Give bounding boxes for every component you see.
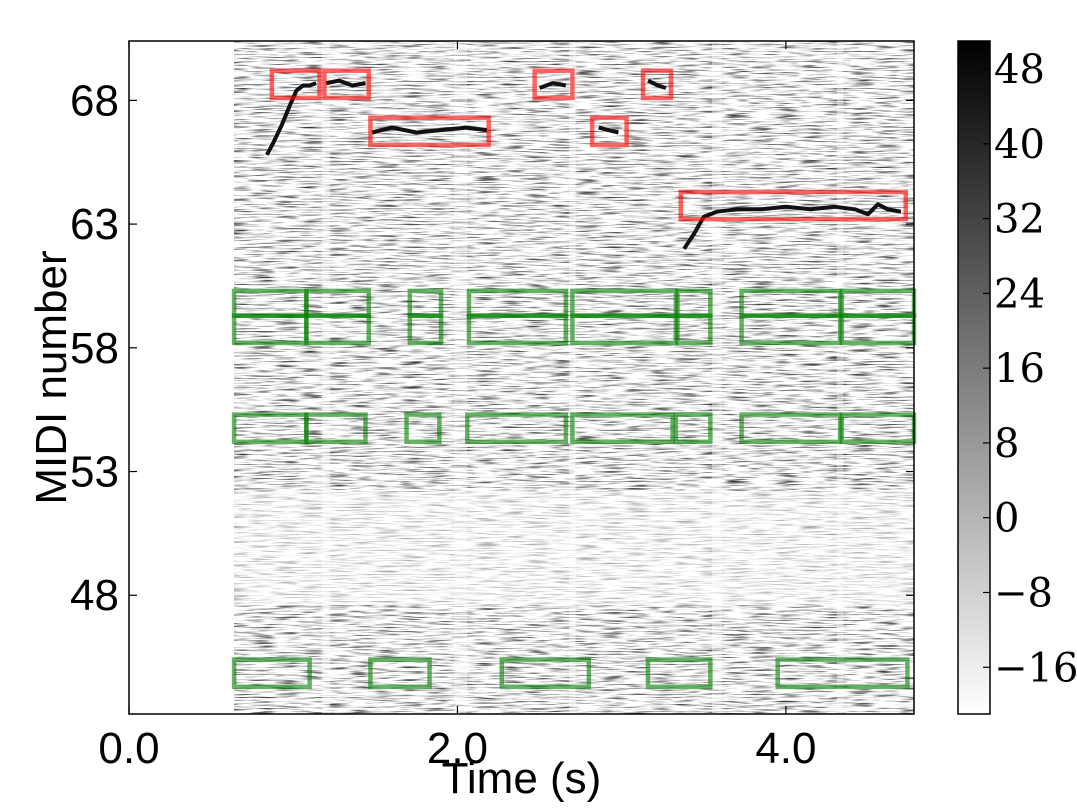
y-tick-label: 58 — [70, 324, 119, 373]
x-tick-label: 4.0 — [755, 724, 816, 773]
pitch-trace — [682, 202, 902, 250]
green-note-box — [368, 657, 432, 690]
colorbar-tick-label: 8 — [994, 421, 1019, 467]
y-tick-label: 63 — [70, 200, 119, 249]
colorbar-tick-label: 48 — [994, 47, 1045, 93]
green-note-box — [499, 657, 592, 690]
red-note-box — [640, 68, 674, 101]
spectrogram-quiet-band — [234, 491, 914, 606]
green-note-box — [645, 657, 713, 690]
green-note-box — [570, 412, 675, 445]
colorbar-tick-label: −8 — [994, 570, 1053, 616]
pitch-trace — [598, 125, 619, 135]
pitch-trace — [538, 81, 567, 90]
red-note-box — [678, 189, 909, 222]
y-tick-label: 68 — [70, 76, 119, 125]
pitch-traces — [265, 78, 902, 250]
spectrogram-gap — [321, 41, 331, 714]
colorbar-tick-label: −16 — [994, 645, 1077, 691]
green-note-box — [775, 657, 910, 690]
colorbar: −16 −8 0 8 16 24 32 40 48 — [957, 40, 1077, 715]
spectrogram-gap — [836, 41, 844, 714]
green-note-box — [304, 412, 368, 445]
y-axis-title: MIDI number — [27, 250, 76, 504]
green-note-box — [673, 412, 713, 445]
pitch-trace — [371, 125, 488, 135]
pitch-trace — [647, 78, 667, 90]
colorbar-ticks: −16 −8 0 8 16 24 32 40 48 — [983, 47, 1077, 691]
x-tick-label: 0.0 — [98, 724, 159, 773]
plot-area: 0.0 2.0 4.0 48 53 58 63 68 — [70, 40, 917, 773]
red-note-box — [368, 115, 491, 148]
plot-frame — [128, 40, 915, 715]
spectrogram-gap — [712, 41, 722, 714]
y-axis-ticks: 48 53 58 63 68 — [70, 76, 914, 620]
colorbar-tick-label: 0 — [994, 496, 1019, 542]
x-axis-ticks: 0.0 2.0 4.0 — [98, 41, 816, 773]
green-note-box — [466, 313, 569, 346]
colorbar-gradient — [957, 40, 991, 715]
x-axis-title: Time (s) — [442, 754, 602, 803]
red-note-box — [589, 115, 629, 148]
colorbar-tick-label: 32 — [994, 197, 1045, 243]
note-boxes — [231, 68, 917, 690]
colorbar-tick-label: 16 — [994, 346, 1045, 392]
colorbar-tick-label: 24 — [994, 271, 1045, 317]
green-note-box — [675, 313, 713, 346]
green-note-box — [407, 313, 444, 346]
green-note-box — [304, 313, 372, 346]
green-note-box — [465, 412, 569, 445]
spectrogram-image — [234, 41, 914, 714]
red-note-box — [532, 68, 575, 101]
red-note-box — [269, 68, 322, 101]
x-tick-label: 2.0 — [427, 724, 488, 773]
green-note-box — [404, 412, 442, 445]
red-note-box — [322, 68, 372, 101]
green-note-box — [231, 657, 312, 690]
pitch-trace — [325, 78, 366, 88]
y-tick-label: 53 — [70, 448, 119, 497]
colorbar-tick-label: 40 — [994, 122, 1045, 168]
spectrogram-gap — [454, 41, 468, 714]
spectrogram-gap — [569, 41, 576, 714]
y-tick-label: 48 — [70, 571, 119, 620]
